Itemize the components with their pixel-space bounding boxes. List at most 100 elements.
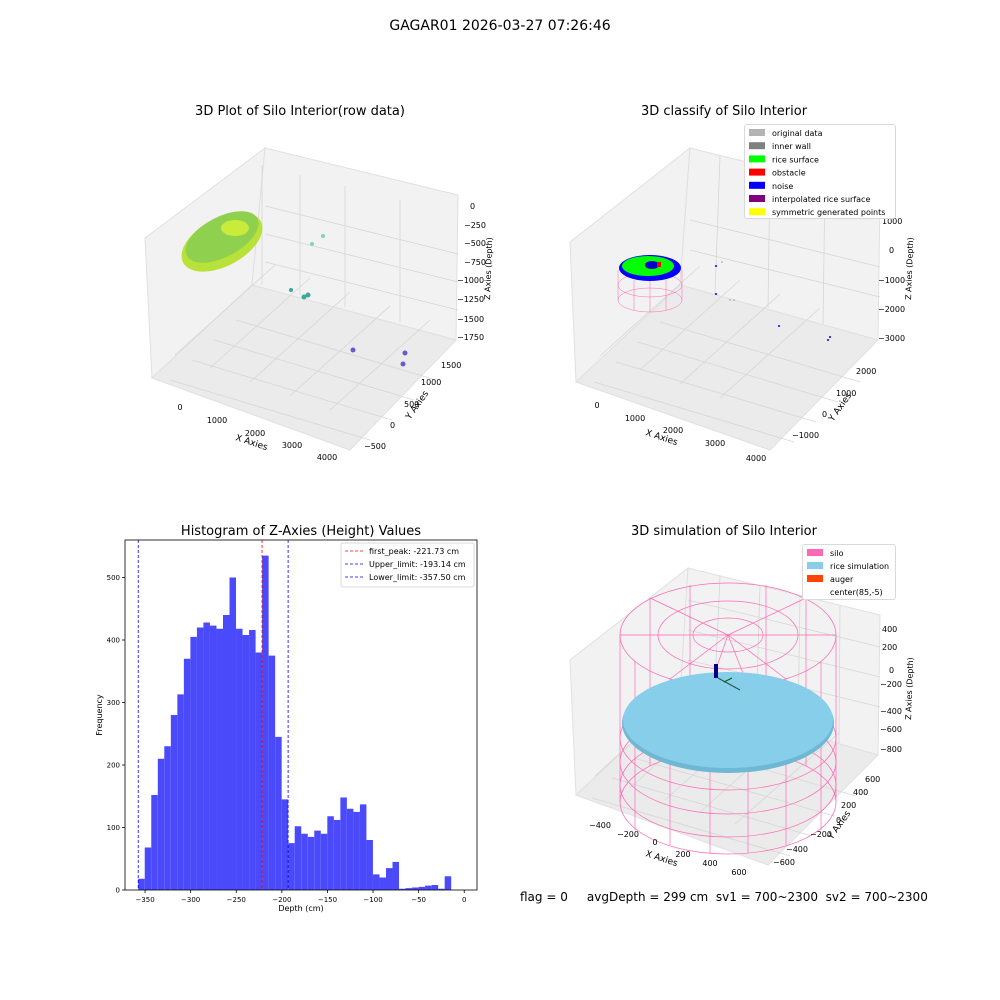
x-tick-labels: −400 −200 0 200 400 600 — [589, 821, 658, 847]
legend-swatch — [807, 562, 823, 569]
legend-label: rice surface — [772, 155, 819, 164]
auger-marker — [714, 664, 741, 691]
y-tick-label: 0 — [116, 887, 120, 895]
histogram-bar — [444, 876, 452, 890]
histogram-bar — [327, 816, 334, 890]
histogram-bar — [314, 830, 321, 890]
simulation-3d-plot: −400 −200 0 200 400 600 0 200 400 600 X … — [569, 566, 915, 877]
histogram-bar — [320, 833, 328, 890]
histogram-bar — [405, 888, 413, 890]
legend-label: Lower_limit: -357.50 cm — [369, 573, 466, 582]
histogram-bar — [268, 655, 276, 890]
tick-label: −250 — [464, 221, 486, 230]
tick-label: −600 — [773, 858, 795, 867]
tick-label: 2000 — [856, 367, 876, 376]
histogram-bar — [209, 625, 217, 890]
tick-label: 1000 — [882, 217, 902, 226]
tick-label: 0 — [889, 246, 894, 255]
z-axis-label: Z Axies (Depth) — [483, 237, 494, 300]
tick-label: 1000 — [207, 416, 227, 425]
histogram-bar — [196, 627, 204, 890]
tick-label: 2000 — [245, 429, 265, 438]
tick-label: 0 — [594, 401, 599, 410]
y-tick-labels: −600 −400 −200 0 200 400 600 — [773, 775, 880, 867]
tick-label: 400 — [702, 859, 717, 868]
legend-swatch — [749, 168, 765, 176]
tick-label: −2000 — [878, 305, 905, 314]
axis-panes — [144, 146, 459, 451]
histogram-bar — [242, 635, 250, 890]
histogram-bar — [359, 804, 367, 890]
histogram-bar — [418, 886, 426, 890]
z-tick-labels: 400 200 0 −200 −400 −600 −800 — [880, 625, 902, 754]
tick-label: −1750 — [457, 333, 484, 342]
histogram-bar — [164, 746, 171, 890]
histogram-bar — [372, 874, 380, 890]
tick-label: −1000 — [457, 276, 484, 285]
x-tick-label: −350 — [135, 896, 154, 904]
panel1-title: 3D Plot of Silo Interior(row data) — [195, 104, 405, 119]
legend-label: auger — [830, 575, 854, 584]
legend-label: symmetric generated points — [772, 208, 885, 217]
histogram-bar — [190, 636, 197, 890]
raw-rice-surface — [181, 211, 263, 272]
x-tick-label: −300 — [181, 896, 200, 904]
x-tick-labels: 0 1000 2000 3000 4000 — [594, 401, 766, 463]
x-ticks: −350 −300 −250 −200 −150 −100 −50 0 — [135, 890, 466, 904]
tick-label: 4000 — [317, 453, 337, 462]
histogram-bar — [307, 836, 315, 890]
tick-label: 0 — [177, 403, 182, 412]
legend-label: rice simulation — [830, 562, 889, 571]
x-tick-label: −100 — [363, 896, 382, 904]
histogram-bar — [294, 826, 302, 890]
histogram-bar — [399, 888, 406, 890]
histogram-bar — [366, 840, 373, 890]
classify-3d-plot: 0 1000 2000 3000 4000 X Axies −1000 0 10… — [569, 146, 915, 463]
tick-label: 0 — [390, 421, 395, 430]
histogram-bar — [170, 715, 178, 890]
figure-title: GAGAR01 2026-03-27 07:26:46 — [389, 18, 611, 34]
histogram-legend: first_peak: -221.73 cm Upper_limit: -193.… — [340, 542, 475, 588]
histogram-bar — [425, 885, 432, 890]
legend-swatch — [749, 195, 765, 202]
histogram-bar — [275, 736, 282, 890]
tick-label: 400 — [882, 625, 897, 634]
tick-label: −3000 — [878, 334, 905, 343]
histogram-bar — [203, 622, 210, 890]
panel2-title: 3D classify of Silo Interior — [640, 104, 808, 119]
silo-wireframe-small — [617, 270, 683, 313]
histogram-bar — [222, 615, 230, 890]
legend-label: silo — [830, 549, 844, 558]
legend-label: inner wall — [772, 142, 811, 151]
y-tick-label: 500 — [107, 574, 120, 582]
histogram-chart: −350 −300 −250 −200 −150 −100 −50 0 0 100 200 300 4… — [95, 539, 478, 913]
histogram-bar — [216, 628, 223, 890]
histogram-bar — [151, 795, 158, 890]
panel4-title: 3D simulation of Silo Interior — [631, 524, 817, 539]
histogram-bar — [431, 885, 439, 890]
tick-label: −500 — [464, 239, 486, 248]
tick-label: −600 — [880, 725, 902, 734]
y-tick-labels: −1000 0 1000 2000 — [792, 367, 876, 440]
rice-simulation-surface — [622, 672, 834, 773]
z-tick-labels: 0 −250 −500 −750 −1000 −1250 −1500 −1750 — [457, 202, 486, 342]
classify-legend-entries: original data inner wall rice surface obsta… — [749, 129, 885, 217]
histogram-bar — [157, 758, 165, 890]
pane-floor — [575, 284, 879, 451]
tick-label: 1000 — [625, 414, 645, 423]
tick-label: −1000 — [878, 276, 905, 285]
tick-label: −400 — [589, 821, 611, 830]
legend-swatch — [749, 181, 765, 189]
classified-points — [619, 255, 831, 341]
x-tick-label: −250 — [227, 896, 246, 904]
legend-label: original data — [772, 129, 823, 138]
tick-label: 200 — [841, 801, 856, 810]
y-axis-label: Frequency — [95, 694, 104, 736]
histogram-bar — [288, 843, 295, 890]
simulation-legend-entries: silo rice simulation auger center(85,-5) — [807, 549, 889, 597]
z-tick-labels: 1000 0 −1000 −2000 −3000 — [878, 217, 905, 343]
tick-label: 1000 — [421, 378, 441, 387]
tick-label: 600 — [865, 775, 880, 784]
y-tick-labels: −500 0 500 1000 1500 — [364, 361, 461, 451]
x-tick-labels: 0 1000 2000 3000 4000 — [177, 403, 337, 462]
